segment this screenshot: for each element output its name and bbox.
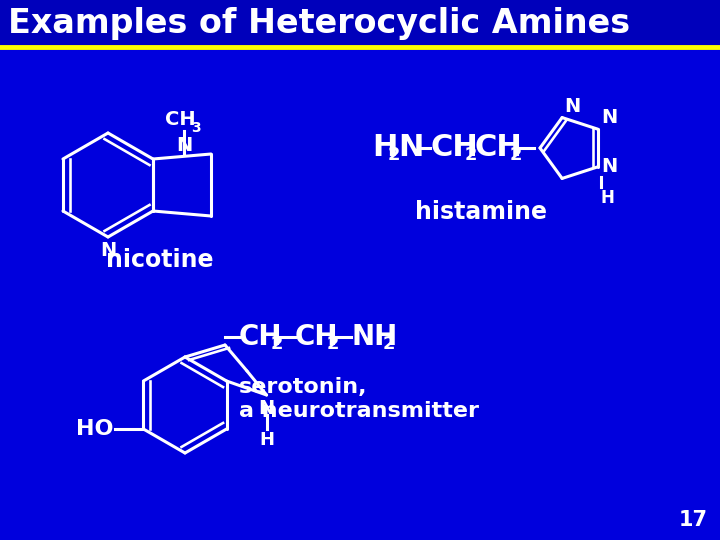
Text: 3: 3: [192, 121, 201, 135]
Text: 2: 2: [388, 146, 400, 164]
Text: CH: CH: [165, 110, 195, 129]
Text: N: N: [601, 108, 617, 127]
Text: serotonin,: serotonin,: [239, 377, 367, 397]
Text: a neurotransmitter: a neurotransmitter: [239, 401, 479, 421]
Text: 2: 2: [327, 335, 340, 353]
Text: CH: CH: [475, 133, 523, 163]
Text: N: N: [398, 133, 423, 163]
Text: 2: 2: [465, 146, 477, 164]
Text: N: N: [601, 157, 617, 176]
Text: 2: 2: [383, 335, 395, 353]
Text: H: H: [601, 189, 615, 207]
Text: H: H: [372, 133, 397, 163]
Text: N: N: [100, 241, 116, 260]
Text: 2: 2: [510, 146, 523, 164]
Text: HO: HO: [76, 419, 114, 439]
Text: CH: CH: [239, 323, 282, 351]
Text: CH: CH: [295, 323, 338, 351]
Text: nicotine: nicotine: [107, 248, 214, 272]
Text: histamine: histamine: [415, 200, 547, 224]
Text: CH: CH: [430, 133, 478, 163]
Text: 17: 17: [679, 510, 708, 530]
Text: N: N: [176, 136, 192, 155]
Text: 2: 2: [271, 335, 284, 353]
Text: Examples of Heterocyclic Amines: Examples of Heterocyclic Amines: [8, 6, 630, 39]
Bar: [0, 0, 720, 46]
Text: NH: NH: [351, 323, 397, 351]
Text: N: N: [258, 399, 275, 418]
Text: N: N: [564, 97, 580, 116]
Text: H: H: [259, 431, 274, 449]
